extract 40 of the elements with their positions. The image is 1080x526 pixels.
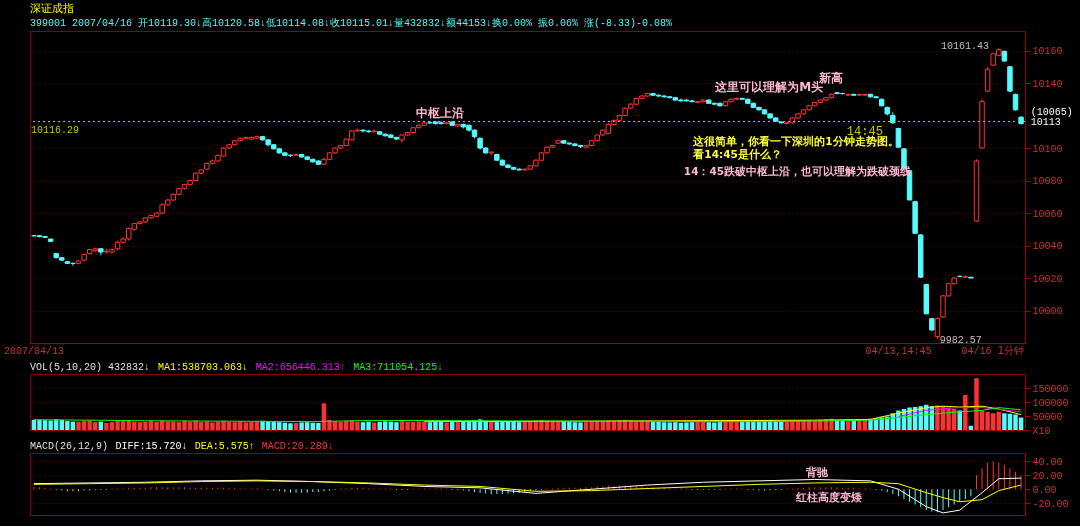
x-tick-label: 04/13,14:45 <box>865 345 932 357</box>
text: MA1:538703.063↓ <box>158 362 249 373</box>
annotation: 红柱高度变矮 <box>794 491 863 505</box>
chart-title: VOL(5,10,20) 432832↓ <box>30 362 151 373</box>
annotation: 中枢上沿 <box>416 105 465 120</box>
text: 10113 <box>1030 116 1061 128</box>
y-tick-label: -20.00 <box>1032 498 1069 510</box>
text: MACD:20.289↓ <box>261 441 334 452</box>
y-tick-label: X10 <box>1032 425 1051 437</box>
text: (10065) <box>1030 106 1073 118</box>
y-tick-label: 10040 <box>1032 241 1063 252</box>
annotation: 14：45跌破中枢上沿，也可以理解为跌破颈线 <box>683 165 912 178</box>
y-tick-label: 10000 <box>1032 306 1063 317</box>
chart-title: 深证成指 <box>30 2 74 15</box>
text: DIFF:15.720↓ <box>115 441 188 452</box>
annotation: 10161.43 <box>940 41 989 53</box>
ref-line-label: 10116.29 <box>31 124 80 136</box>
y-tick-label: 40.00 <box>1032 456 1063 468</box>
chart-title: MACD(26,12,9) <box>30 441 109 452</box>
y-tick-label: 10060 <box>1032 208 1063 220</box>
y-tick-label: 10080 <box>1032 176 1063 187</box>
y-tick-label: 10140 <box>1032 78 1063 90</box>
text: MA2:656446.313↑ <box>255 362 346 373</box>
y-tick-label: 10100 <box>1032 143 1063 155</box>
x-tick-label: 04/16 <box>961 345 992 357</box>
y-tick-label: 10160 <box>1032 46 1063 57</box>
annotation: 9982.57 <box>939 335 982 347</box>
y-tick-label: 10020 <box>1032 273 1063 285</box>
y-tick-label: 100000 <box>1032 397 1069 409</box>
y-tick-label: 0.00 <box>1032 484 1057 496</box>
text: MA3:711054.125↓ <box>353 362 444 373</box>
annotation: 看14:45是什么？ <box>692 148 782 162</box>
chart-subtitle: 399001 2007/04/16 开10119.30↓高10120.58↓低10114.08↓收10115.01↓量432832↓额44153↓换0.00% 振0.06% 涨(-8.33)-0.08% <box>30 17 673 29</box>
y-tick-label: 150000 <box>1032 383 1069 395</box>
y-tick-label: 50000 <box>1032 411 1063 423</box>
y-tick-label: 20.00 <box>1032 470 1063 482</box>
text: 1分钟 <box>997 345 1025 357</box>
annotation: 背驰 <box>805 465 830 479</box>
text: DEA:5.575↑ <box>194 441 255 452</box>
x-tick-label: 2007/04/13 <box>3 345 64 357</box>
